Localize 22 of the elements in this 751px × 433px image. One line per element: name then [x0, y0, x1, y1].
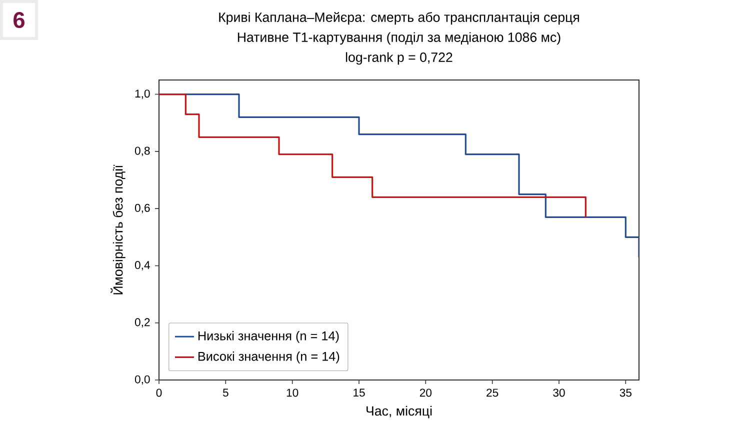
x-tick-label: 15 [354, 388, 365, 397]
y-tick-label: 0,4 [134, 261, 150, 270]
y-tick-label: 0,6 [134, 204, 150, 214]
x-tick-label: 0 [156, 388, 162, 397]
x-tick-label: 20 [420, 388, 432, 397]
y-axis-title: Ймовірність без події [110, 164, 126, 294]
y-tick-label: 0,8 [134, 146, 150, 156]
y-tick-label: 1,0 [135, 90, 150, 99]
x-tick-label: 5 [222, 388, 228, 397]
x-axis-title: Час, місяці [366, 406, 432, 418]
text: log-rank p = 0,722 [346, 52, 452, 65]
y-tick-label: 0,0 [134, 375, 150, 385]
chart-subtitle: Нативне Т1-картування (поділ за медіаною 1086 мс) [238, 32, 560, 45]
y-tick-label: 0,2 [134, 318, 150, 328]
legend-label: Високі значення (n = 14) [198, 352, 340, 364]
text: 6 [14, 12, 24, 28]
chart-title: Криві Каплана–Мейєра: смерть або трансплантація серця [219, 12, 579, 25]
x-tick-label: 35 [620, 388, 632, 397]
x-tick-label: 10 [286, 388, 298, 397]
x-tick-label: 30 [553, 388, 565, 397]
x-tick-label: 25 [486, 388, 498, 397]
legend-label: Низькі значення (n = 14) [198, 331, 339, 343]
